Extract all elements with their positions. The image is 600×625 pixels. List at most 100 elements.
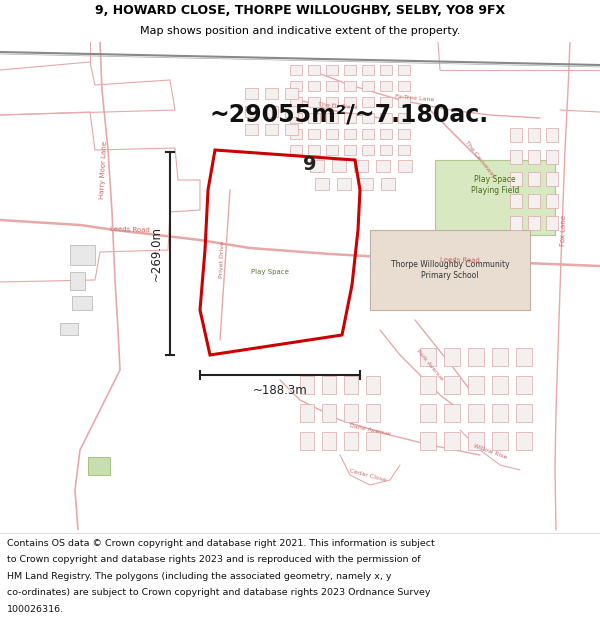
Bar xyxy=(70,272,85,290)
Bar xyxy=(510,150,522,164)
Bar xyxy=(290,65,302,75)
Bar xyxy=(528,172,540,186)
Bar xyxy=(310,160,324,172)
Bar xyxy=(381,178,395,190)
Bar xyxy=(265,106,278,117)
Bar xyxy=(72,296,92,310)
Bar xyxy=(546,194,558,208)
Bar xyxy=(362,113,374,123)
Bar xyxy=(300,404,314,422)
Bar xyxy=(362,145,374,155)
Text: Thorpe Willoughby Community
Primary School: Thorpe Willoughby Community Primary Scho… xyxy=(391,260,509,280)
Text: Harry Moor Lane: Harry Moor Lane xyxy=(100,141,109,199)
Bar xyxy=(344,145,356,155)
Bar xyxy=(326,129,338,139)
Bar xyxy=(370,230,530,310)
Bar xyxy=(245,106,258,117)
Bar xyxy=(265,88,278,99)
Bar xyxy=(344,376,358,394)
Text: co-ordinates) are subject to Crown copyright and database rights 2023 Ordnance S: co-ordinates) are subject to Crown copyr… xyxy=(7,588,431,598)
Bar xyxy=(380,81,392,91)
Bar xyxy=(245,124,258,135)
Bar xyxy=(398,81,410,91)
Text: Contains OS data © Crown copyright and database right 2021. This information is : Contains OS data © Crown copyright and d… xyxy=(7,539,435,548)
Bar xyxy=(528,150,540,164)
Bar xyxy=(362,129,374,139)
Text: ~269.0m: ~269.0m xyxy=(149,226,163,281)
Bar xyxy=(354,160,368,172)
Bar xyxy=(420,404,436,422)
Text: ~188.3m: ~188.3m xyxy=(253,384,307,398)
Bar xyxy=(290,81,302,91)
Bar xyxy=(308,81,320,91)
Bar xyxy=(344,81,356,91)
Bar xyxy=(344,65,356,75)
Text: HM Land Registry. The polygons (including the associated geometry, namely x, y: HM Land Registry. The polygons (includin… xyxy=(7,572,392,581)
Bar xyxy=(516,376,532,394)
Text: The Fir Trees: The Fir Trees xyxy=(318,102,358,110)
Bar xyxy=(492,404,508,422)
Text: Dane Avenue: Dane Avenue xyxy=(349,423,391,437)
Bar xyxy=(398,145,410,155)
Bar xyxy=(398,160,412,172)
Bar xyxy=(337,178,351,190)
Bar xyxy=(380,65,392,75)
Bar xyxy=(435,160,555,235)
Text: 9: 9 xyxy=(303,156,317,174)
Bar xyxy=(344,97,356,107)
Bar xyxy=(380,145,392,155)
Bar xyxy=(366,404,380,422)
Text: to Crown copyright and database rights 2023 and is reproduced with the permissio: to Crown copyright and database rights 2… xyxy=(7,555,421,564)
Text: The Causeway: The Causeway xyxy=(464,141,496,179)
Text: Map shows position and indicative extent of the property.: Map shows position and indicative extent… xyxy=(140,26,460,36)
Bar xyxy=(308,113,320,123)
Bar xyxy=(290,113,302,123)
Bar xyxy=(344,113,356,123)
Bar xyxy=(398,65,410,75)
Bar xyxy=(322,404,336,422)
Bar xyxy=(285,106,298,117)
Bar xyxy=(546,216,558,230)
Text: Play Space
Playing Field: Play Space Playing Field xyxy=(471,175,519,195)
Bar xyxy=(444,376,460,394)
Bar xyxy=(332,160,346,172)
Text: 9, HOWARD CLOSE, THORPE WILLOUGHBY, SELBY, YO8 9FX: 9, HOWARD CLOSE, THORPE WILLOUGHBY, SELB… xyxy=(95,4,505,17)
Text: Play Space: Play Space xyxy=(251,269,289,275)
Bar xyxy=(300,432,314,450)
Bar xyxy=(245,88,258,99)
Bar xyxy=(398,129,410,139)
Text: Willow Rise: Willow Rise xyxy=(473,444,508,461)
Text: Privet Drive: Privet Drive xyxy=(219,241,225,279)
Bar xyxy=(362,81,374,91)
Bar xyxy=(326,81,338,91)
Bar xyxy=(300,376,314,394)
Bar xyxy=(510,216,522,230)
Bar xyxy=(528,194,540,208)
Bar xyxy=(546,150,558,164)
Bar xyxy=(285,88,298,99)
Bar xyxy=(528,216,540,230)
Text: Fox Lane: Fox Lane xyxy=(560,214,568,246)
Bar xyxy=(290,145,302,155)
Bar xyxy=(326,113,338,123)
Bar xyxy=(516,348,532,366)
Bar xyxy=(366,432,380,450)
Bar xyxy=(398,113,410,123)
Bar xyxy=(444,348,460,366)
Bar xyxy=(308,97,320,107)
Bar xyxy=(444,432,460,450)
Bar xyxy=(398,97,410,107)
Bar xyxy=(528,128,540,142)
Bar xyxy=(380,97,392,107)
Bar xyxy=(362,65,374,75)
Bar xyxy=(70,245,95,265)
Bar xyxy=(366,376,380,394)
Bar xyxy=(468,376,484,394)
Bar xyxy=(308,65,320,75)
Bar xyxy=(468,432,484,450)
Bar xyxy=(359,178,373,190)
Bar xyxy=(420,376,436,394)
Bar xyxy=(308,129,320,139)
Bar xyxy=(420,348,436,366)
Bar xyxy=(322,376,336,394)
